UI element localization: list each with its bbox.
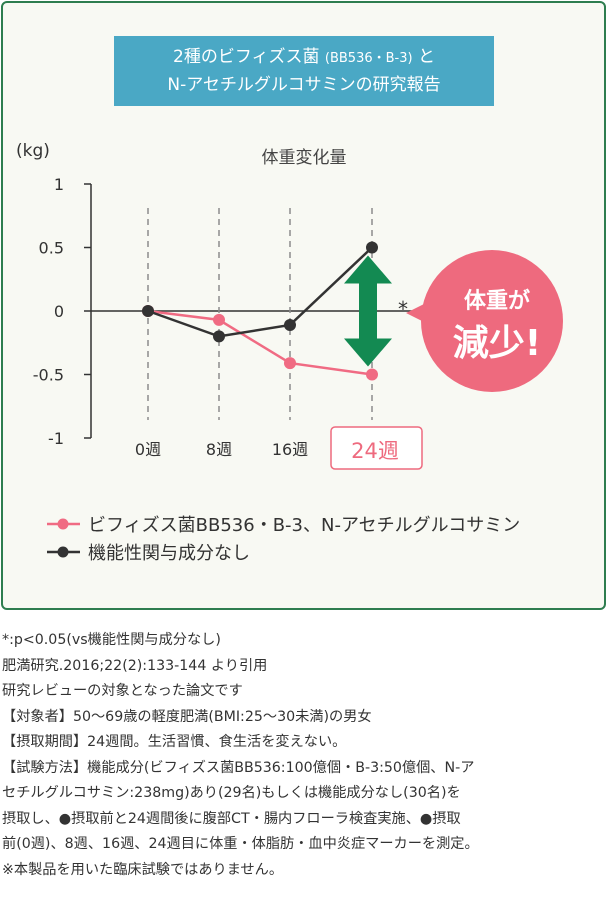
note-line: 摂取し、●摂取前と24週間後に腹部CT・腸内フローラ検査実施、●摂取 [2,810,461,827]
title-line1-paren: (BB536・B-3) [324,51,413,66]
note-line: *:p<0.05(vs機能性関与成分なし) [2,632,221,648]
y-tick-label: 0 [54,302,64,321]
footnotes: *:p<0.05(vs機能性関与成分なし) 肥満研究.2016;22(2):13… [2,628,608,883]
data-point [213,330,225,343]
note-line: 肥満研究.2016;22(2):133-144 より引用 [2,657,268,674]
x-tick-label: 8週 [206,440,232,459]
x-tick-label: 0週 [135,440,161,459]
callout-text-line1: 体重が [464,288,530,314]
series-line [147,246,373,338]
x-tick-label: 16週 [272,440,308,459]
difference-arrow [344,255,392,367]
series-line [147,309,373,376]
data-point [366,368,378,381]
note-line: セチルグルコサミン:238mg)あり(29名)もしくは機能成分なし(30名)を [2,785,461,801]
note-line: 【対象者】50〜69歳の軽度肥満(BMI:25〜30未満)の男女 [2,708,372,725]
highlight-24w-box [330,426,423,470]
note-line: 【試験方法】機能成分(ビフィズス菌BB536:100億個・B-3:50億個、N-… [2,759,475,776]
title-line1-main: 2種のビフィズス菌 [173,47,320,67]
y-tick-label: 1 [54,175,64,194]
note-line: 研究レビューの対象となった論文です [2,683,243,699]
callout-bubble [421,250,563,392]
callout-text-line2: 減少! [453,323,541,364]
data-point [213,313,225,326]
x-tick-label: 24週 [351,439,399,463]
y-tick-label: 0.5 [39,239,64,258]
data-point [284,357,296,370]
title-line2: N-アセチルグルコサミンの研究報告 [167,75,441,95]
legend-label: 機能性関与成分なし [88,543,250,564]
data-point [142,305,154,317]
legend-marker [57,518,69,530]
study-title-banner: 2種のビフィズス菌 (BB536・B-3) と N-アセチルグルコサミンの研究報… [114,36,494,106]
chart-title: 体重変化量 [262,148,347,168]
title-line1-end: と [417,47,435,67]
legend-marker [57,546,69,558]
data-point [366,241,378,254]
note-line: 前(0週)、8週、16週、24週目に体重・体脂肪・血中炎症マーカーを測定。 [2,836,479,852]
significance-asterisk: * [398,297,408,321]
note-line: ※本製品を用いた臨床試験ではありません。 [2,861,284,878]
y-tick-label: -1 [48,429,64,448]
legend-label: ビフィズス菌BB536・B-3、N-アセチルグルコサミン [88,515,520,536]
y-axis-unit-label: (kg) [16,141,50,161]
data-point [284,318,296,331]
note-line: 【摂取期間】24週間。生活習慣、食生活を変えない。 [2,734,347,750]
y-tick-label: -0.5 [33,366,64,385]
